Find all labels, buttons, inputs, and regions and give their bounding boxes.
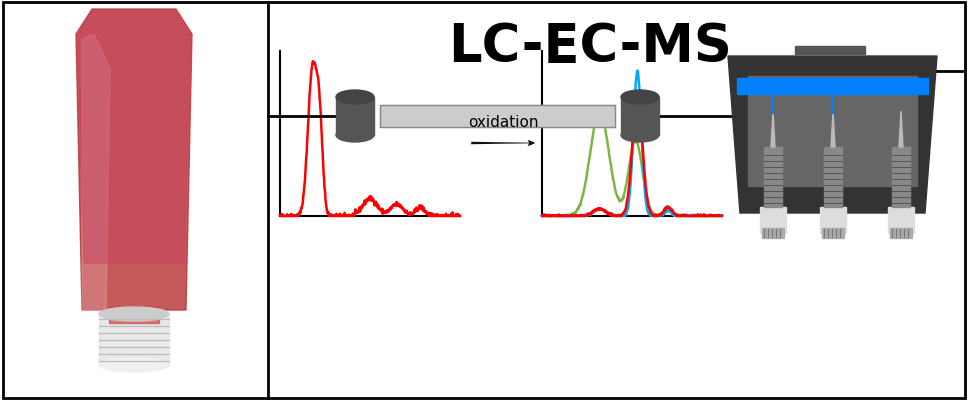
Ellipse shape (99, 358, 169, 372)
Bar (621, 98, 659, 136)
Bar (892, 148, 910, 207)
Bar (764, 148, 782, 207)
Bar (888, 207, 914, 233)
Polygon shape (76, 10, 192, 310)
Ellipse shape (621, 91, 659, 105)
Bar (109, 307, 159, 323)
Polygon shape (728, 57, 937, 213)
Text: oxidation: oxidation (468, 115, 538, 130)
Bar (760, 207, 786, 233)
Polygon shape (899, 112, 903, 148)
Bar (336, 98, 374, 136)
Polygon shape (831, 112, 835, 148)
Bar (737, 79, 928, 95)
Bar (380, 106, 615, 128)
Polygon shape (78, 12, 190, 263)
Bar (762, 229, 784, 239)
Polygon shape (771, 112, 775, 148)
Polygon shape (82, 35, 110, 310)
Bar (822, 229, 844, 239)
Bar (890, 229, 912, 239)
Bar (748, 77, 917, 186)
Ellipse shape (621, 129, 659, 143)
Ellipse shape (99, 307, 169, 321)
Bar (380, 106, 615, 128)
Text: LC-EC-MS: LC-EC-MS (448, 21, 732, 73)
Ellipse shape (336, 129, 374, 143)
Bar (795, 47, 865, 55)
Bar (820, 207, 846, 233)
Ellipse shape (336, 91, 374, 105)
Bar (824, 148, 842, 207)
Bar (99, 314, 169, 365)
